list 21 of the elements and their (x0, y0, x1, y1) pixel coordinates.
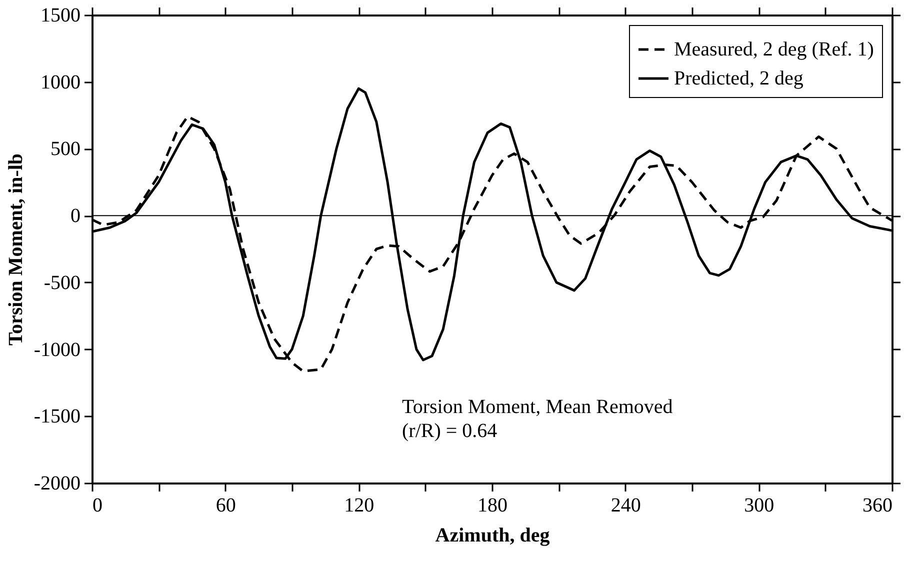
y-tick-label: 0 (70, 205, 80, 228)
x-tick-label: 60 (216, 494, 236, 516)
y-axis-title: Torsion Moment, in-lb (4, 153, 27, 346)
annotation: (r/R) = 0.64 (402, 420, 498, 442)
x-tick-label: 120 (344, 494, 374, 516)
x-axis-title: Azimuth, deg (435, 524, 550, 546)
y-tick-label: -2000 (34, 472, 80, 494)
x-tick-label: 360 (862, 494, 892, 516)
legend-label: Measured, 2 deg (Ref. 1) (674, 38, 874, 60)
y-tick-label: 1000 (40, 71, 80, 94)
legend-label: Predicted, 2 deg (674, 68, 804, 90)
y-tick-label: 500 (50, 138, 80, 160)
x-tick-label: 0 (92, 494, 102, 516)
y-tick-label: -500 (44, 272, 80, 294)
annotation: Torsion Moment, Mean Removed (402, 396, 673, 418)
y-tick-label: -1500 (34, 406, 80, 428)
y-tick-label: -1000 (34, 338, 80, 361)
x-tick-label: 180 (478, 494, 508, 516)
y-tick-label: 1500 (40, 4, 80, 26)
x-tick-label: 240 (610, 494, 641, 516)
x-tick-label: 300 (744, 494, 774, 516)
